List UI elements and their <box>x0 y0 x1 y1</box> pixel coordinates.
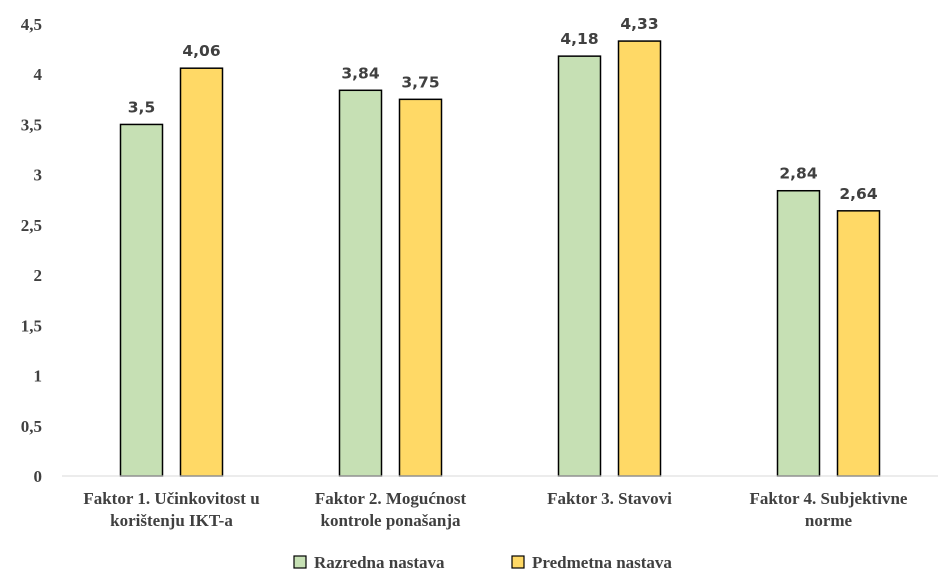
bar <box>617 40 662 477</box>
y-tick-label: 3,5 <box>21 115 42 134</box>
y-tick-label: 2 <box>34 266 43 285</box>
x-category-label: Faktor 2. Mogućnost kontrole ponašanja <box>315 489 467 530</box>
y-tick-label: 1,5 <box>21 316 42 335</box>
legend-label: Predmetna nastava <box>532 553 672 572</box>
data-label: 2,64 <box>839 185 877 203</box>
bar <box>557 55 602 477</box>
x-category-label: Faktor 4. Subjektivne norme <box>750 489 908 530</box>
y-tick-label: 4,5 <box>21 15 42 34</box>
bar <box>776 189 821 477</box>
x-category-label-line: Faktor 4. Subjektivne <box>750 489 908 508</box>
data-label: 4,18 <box>560 30 598 48</box>
x-category-label-line: Faktor 3. Stavovi <box>547 489 672 508</box>
category-labels: Faktor 1. Učinkovitost u korištenju IKT-a… <box>83 489 908 530</box>
data-label: 3,84 <box>341 64 379 82</box>
legend: Razredna nastava Predmetna nastava <box>293 553 672 572</box>
data-label: 3,5 <box>128 98 155 116</box>
bars <box>119 40 881 477</box>
x-category-label-line: norme <box>805 511 853 530</box>
y-tick-label: 1 <box>34 367 43 386</box>
x-category-label-line: korištenju IKT-a <box>110 511 233 530</box>
x-category-label-line: kontrole ponašanja <box>321 511 461 530</box>
data-label: 3,75 <box>401 73 439 91</box>
y-tick-label: 0 <box>34 467 43 486</box>
bar <box>119 123 164 477</box>
data-label: 4,33 <box>620 15 658 33</box>
x-category-label: Faktor 3. Stavovi <box>547 489 672 508</box>
x-category-label: Faktor 1. Učinkovitost u korištenju IKT-a <box>83 489 259 530</box>
data-label: 4,06 <box>182 42 220 60</box>
legend-swatch <box>293 555 307 569</box>
data-labels: 3,5 4,06 3,84 3,75 4,18 4,33 2,84 2,64 <box>128 15 878 203</box>
y-axis-ticks: 0 0,5 1 1,5 2 2,5 3 3,5 4 4,5 <box>21 15 43 486</box>
x-category-label-line: Faktor 1. Učinkovitost u <box>83 489 259 508</box>
bar <box>179 67 224 477</box>
y-tick-label: 0,5 <box>21 417 42 436</box>
x-category-label-line: Faktor 2. Mogućnost <box>315 489 467 508</box>
y-tick-label: 2,5 <box>21 216 42 235</box>
bar <box>836 210 881 477</box>
bar <box>338 89 383 477</box>
y-tick-label: 3 <box>34 166 43 185</box>
legend-label: Razredna nastava <box>314 553 445 572</box>
legend-swatch <box>511 555 525 569</box>
bar <box>398 98 443 477</box>
y-tick-label: 4 <box>34 65 43 84</box>
data-label: 2,84 <box>779 165 817 183</box>
